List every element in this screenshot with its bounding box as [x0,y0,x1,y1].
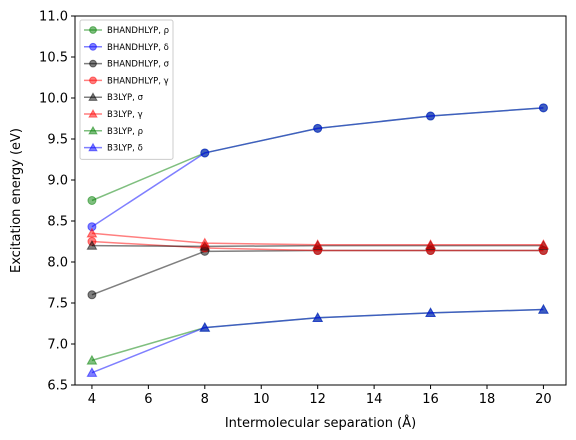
data-point [87,290,97,300]
series-line [91,249,544,296]
data-point [313,123,323,133]
legend-marker [89,26,97,34]
legend-marker [88,142,98,152]
y-tick-label: 6.5 [47,379,68,394]
legend-entry: B3LYP, δ [84,142,143,154]
legend-label: B3LYP, ρ [107,127,143,137]
x-tick-label: 4 [88,392,96,407]
legend-marker [88,109,98,118]
y-tick-label: 8.5 [47,215,68,230]
y-tick-label: 9.0 [47,174,68,189]
legend-label: B3LYP, γ [107,110,143,120]
data-point [537,239,549,249]
y-tick-label: 9.5 [47,133,68,148]
legend-label: BHANDHLYP, ρ [107,26,169,36]
y-axis: 6.5 7.0 7.5 8.0 8.5 9.0 9.5 10.0 10.5 11.0 [39,10,75,394]
legend-marker [88,125,98,135]
series-1 [87,103,548,232]
legend-marker [89,59,97,68]
legend-label: BHANDHLYP, σ [107,60,170,70]
data-point [312,312,324,322]
y-tick-label: 10.5 [39,51,68,66]
data-point [426,111,436,121]
data-point [425,307,437,318]
legend-marker [89,42,97,51]
legend-label: BHANDHLYP, γ [107,76,169,86]
data-point [86,354,98,365]
x-tick-label: 18 [479,392,496,407]
x-tick-label: 14 [366,392,383,407]
legend-entry: BHANDHLYP, γ [84,76,169,86]
data-point [425,239,437,249]
data-point [86,239,98,250]
x-axis: 4 6 8 10 12 14 16 18 20 [88,385,552,407]
legend-entry: BHANDHLYP, δ [84,43,169,53]
legend-label: B3LYP, σ [107,93,144,103]
legend: BHANDHLYP, ρ BHANDHLYP, δ BHANDHLYP, σ BHAN… [79,19,174,160]
x-axis-label: Intermolecular separation (Å) [225,415,416,431]
legend-marker [89,76,97,85]
data-point [312,239,324,249]
x-tick-label: 12 [309,392,326,407]
data-point [200,148,210,158]
y-tick-label: 8.0 [47,256,68,271]
legend-marker [88,92,98,101]
legend-entry: B3LYP, σ [84,92,144,103]
x-tick-label: 10 [253,392,270,407]
data-point [87,196,97,205]
data-point [86,227,98,238]
data-point [86,367,98,377]
series-5 [86,227,549,249]
legend-entry: BHANDHLYP, σ [84,60,170,70]
legend-entry: B3LYP, γ [84,109,143,120]
y-axis-label: Excitation energy (eV) [9,128,24,273]
data-point [199,321,211,332]
data-point [538,103,548,113]
y-tick-label: 7.0 [47,338,68,353]
legend-entry: BHANDHLYP, ρ [84,26,169,36]
x-tick-label: 20 [535,392,552,407]
y-tick-label: 11.0 [39,10,68,25]
legend-label: B3LYP, δ [107,144,143,154]
data-point [537,303,549,314]
plot-frame [74,15,567,386]
data-point [199,237,211,248]
x-tick-label: 8 [201,392,209,407]
series-layer [86,103,549,377]
y-tick-label: 7.5 [47,297,68,312]
legend-label: BHANDHLYP, δ [107,43,169,53]
series-7 [86,303,549,377]
x-tick-label: 16 [422,392,439,407]
legend-box [79,19,174,160]
x-tick-label: 6 [144,392,152,407]
y-tick-label: 10.0 [39,92,68,107]
legend-entry: B3LYP, ρ [84,125,143,137]
